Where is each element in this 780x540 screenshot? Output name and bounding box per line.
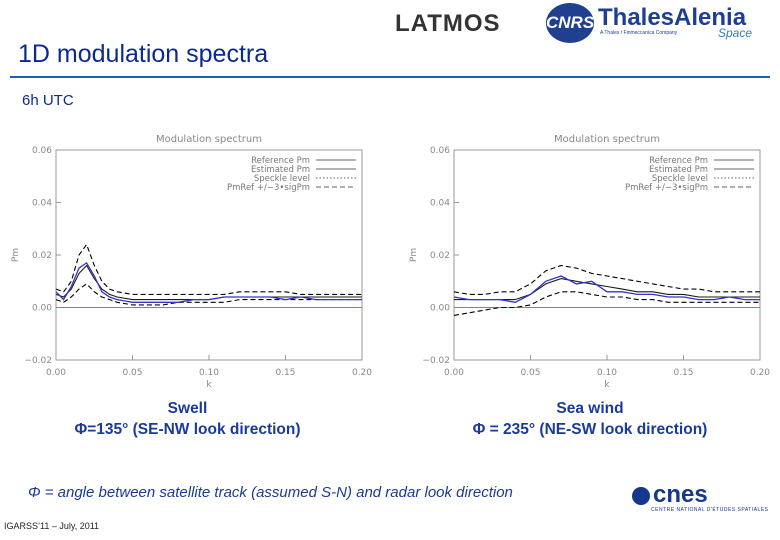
phi-definition-note: Φ = angle between satellite track (assum… — [28, 484, 513, 501]
left-chart-xtick-label: 0.00 — [46, 368, 66, 378]
left-chart-legend-label: Speckle level — [254, 174, 310, 184]
right-chart-series-estimated-pm — [453, 275, 760, 303]
caption-left-direction: Φ=135° (SE-NW look direction) — [74, 421, 301, 438]
right-chart-xtick-label: 0.20 — [750, 368, 770, 378]
left-chart-ytick-label: 0.06 — [32, 146, 52, 156]
cnes-logo-subtitle: CENTRE NATIONAL D'ÉTUDES SPATIALES — [651, 507, 769, 513]
left-chart-series-lower-bound — [55, 283, 362, 306]
right-chart-legend-label: PmRef +/−3•sigPm — [625, 183, 708, 193]
right-chart-plot-frame — [453, 149, 761, 361]
left-chart-xtick-label: 0.20 — [352, 368, 372, 378]
right-chart-ytick-label: −0.02 — [422, 356, 450, 366]
right-chart-xtick-label: 0.15 — [673, 368, 693, 378]
right-chart-series-lower-bound — [453, 291, 760, 316]
cnrs-logo: CNRS — [546, 3, 594, 43]
left-chart-ytick-label: 0.04 — [32, 199, 52, 209]
left-chart-title: Modulation spectrum — [156, 134, 262, 145]
cnes-logo: cnes — [632, 481, 708, 509]
right-chart-ytick-label: 0.00 — [430, 304, 450, 314]
right-chart-legend-label: Estimated Pm — [649, 165, 708, 175]
left-chart-plot-frame — [55, 149, 363, 361]
right-chart-ytick-label: 0.02 — [430, 251, 450, 261]
footer-conference: IGARSS’11 – July, 2011 — [4, 521, 100, 531]
thales-logo: ThalesAlenia — [598, 4, 747, 31]
left-chart-series-estimated-pm — [55, 261, 362, 303]
left-chart-legend-label: Reference Pm — [251, 156, 310, 166]
left-chart-xlabel: k — [206, 380, 212, 390]
left-chart-series-pmref-3-sigpm — [55, 243, 362, 295]
right-chart-xlabel: k — [604, 380, 610, 390]
caption-left-label: Swell — [167, 400, 208, 417]
chart-right-sea-wind: Modulation spectrum 0.00 0.05 0.10 0.15 0.20 k… — [409, 134, 770, 390]
left-chart-xtick-label: 0.10 — [199, 368, 219, 378]
right-chart-xtick-label: 0.00 — [444, 368, 464, 378]
right-chart-legend-label: Reference Pm — [649, 156, 708, 166]
caption-right-direction: Φ = 235° (NE-SW look direction) — [472, 421, 708, 438]
left-chart-legend-label: PmRef +/−3•sigPm — [227, 183, 310, 193]
chart-left-swell: Modulation spectrum 0.00 0.05 0.10 0.15 0.20 k… — [11, 134, 372, 390]
left-chart-ytick-label: −0.02 — [24, 356, 52, 366]
left-chart-xtick-label: 0.05 — [122, 368, 142, 378]
right-chart-xtick-label: 0.05 — [520, 368, 540, 378]
thales-logo-tagline: A Thales / Finmeccanica Company — [600, 30, 678, 36]
caption-left: Swell Φ=135° (SE-NW look direction) — [30, 398, 345, 440]
thales-logo-space: Space — [718, 26, 753, 40]
right-chart-ylabel: Pm — [409, 248, 419, 262]
cnrs-logo-text: CNRS — [546, 13, 595, 32]
caption-right-label: Sea wind — [556, 400, 624, 417]
latmos-logo-text: LATMOS — [395, 10, 501, 37]
left-chart-legend-label: Estimated Pm — [251, 165, 310, 175]
caption-right: Sea wind Φ = 235° (NE-SW look direction) — [420, 398, 760, 440]
cnes-logo-text: cnes — [653, 481, 708, 508]
right-chart-ytick-label: 0.06 — [430, 146, 450, 156]
right-chart-series-reference-pm — [454, 278, 760, 301]
left-chart-ylabel: Pm — [11, 248, 21, 262]
left-chart-ytick-label: 0.02 — [32, 251, 52, 261]
right-chart-series-pmref-3-sigpm — [453, 264, 760, 295]
page-title: 1D modulation spectra — [18, 40, 269, 68]
page-subtitle: 6h UTC — [22, 92, 74, 109]
right-chart-title: Modulation spectrum — [554, 134, 660, 145]
right-chart-ytick-label: 0.04 — [430, 199, 450, 209]
title-divider — [10, 76, 770, 78]
latmos-logo: LATMOS — [395, 10, 501, 38]
left-chart-ytick-label: 0.00 — [32, 304, 52, 314]
left-chart-xtick-label: 0.15 — [275, 368, 295, 378]
right-chart-xtick-label: 0.10 — [597, 368, 617, 378]
right-chart-legend-label: Speckle level — [652, 174, 708, 184]
cnes-logo-mark — [632, 486, 650, 505]
